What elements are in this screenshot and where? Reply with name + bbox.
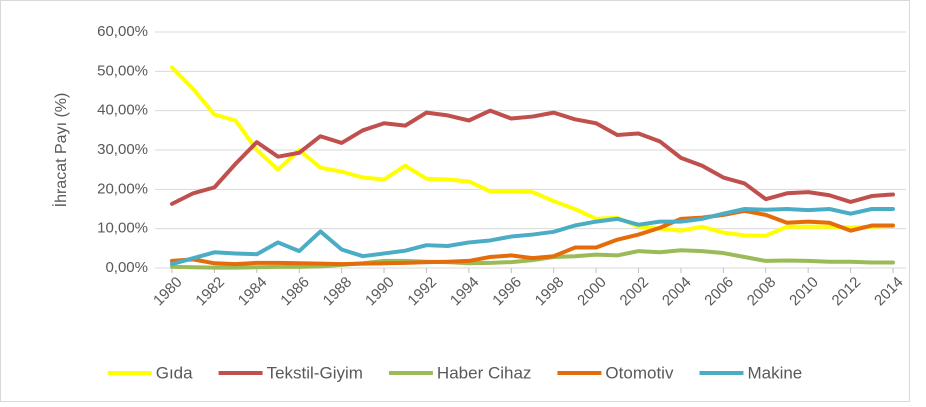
y-tick-label: 50,00% <box>97 62 148 79</box>
series-line <box>170 108 895 206</box>
chart-frame <box>0 0 910 402</box>
y-tick-label: 40,00% <box>97 102 148 119</box>
y-tick-label: 60,00% <box>97 23 148 40</box>
series-line <box>170 65 895 238</box>
legend-text: Makine <box>747 363 802 382</box>
legend-text: Otomotiv <box>605 363 674 382</box>
y-tick-label: 10,00% <box>97 220 148 237</box>
series-line <box>170 208 895 267</box>
legend-text: Tekstil-Giyim <box>267 363 363 382</box>
y-tick-label: 0,00% <box>105 259 148 276</box>
legend-text: Gıda <box>156 363 193 382</box>
y-tick-label: 20,00% <box>97 180 148 197</box>
series-line <box>170 207 895 267</box>
y-tick-label: 30,00% <box>97 141 148 158</box>
legend-text: Haber Cihaz <box>437 363 532 382</box>
y-axis-label: İhracat Payı (%) <box>51 93 70 208</box>
